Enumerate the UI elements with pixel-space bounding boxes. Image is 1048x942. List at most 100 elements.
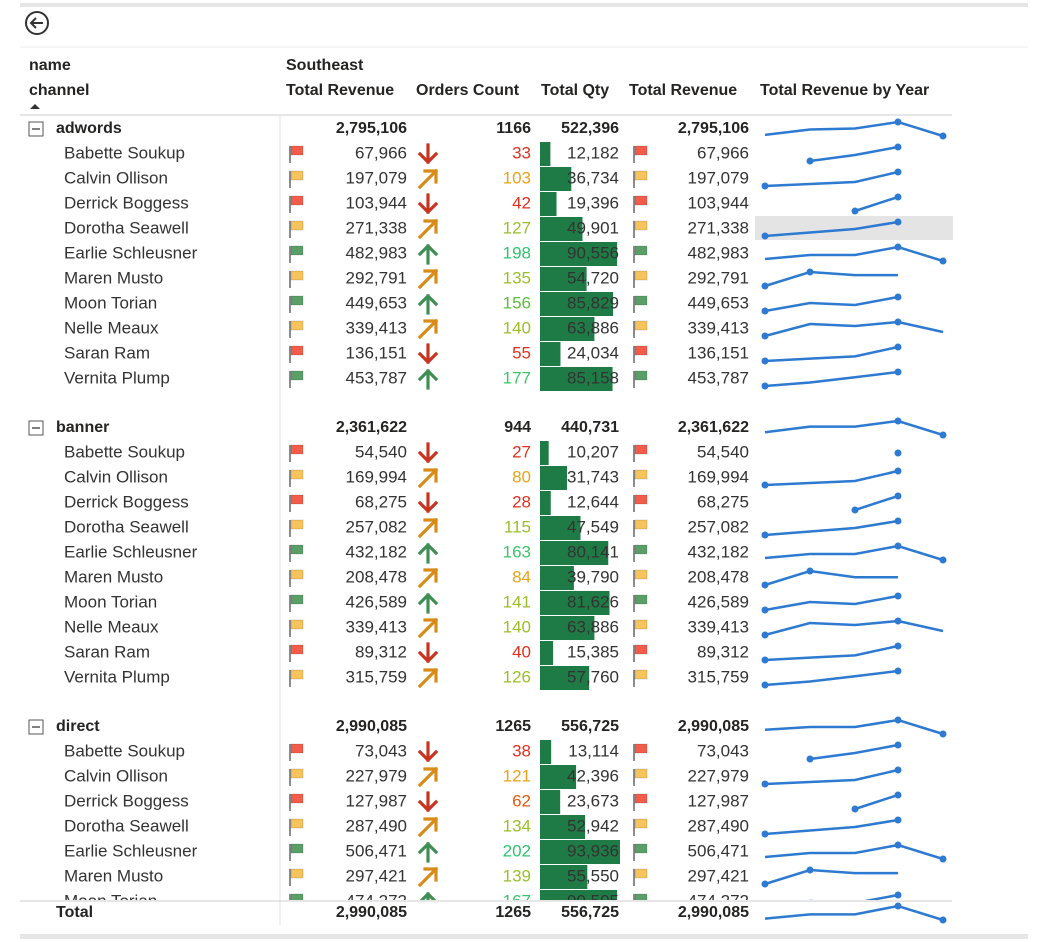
revenue: 271,338	[346, 218, 407, 237]
qty-data-bar	[540, 591, 610, 615]
person-name: Earlie Schleusner	[64, 542, 198, 561]
total-qty: 57,760	[567, 667, 619, 686]
kpi-arrow	[417, 617, 439, 639]
total-qty: 54,720	[567, 268, 619, 287]
flag-icon	[290, 370, 304, 381]
flag-icon	[290, 569, 304, 580]
sparkline-marker	[894, 243, 902, 251]
total-qty: 13,114	[568, 741, 619, 760]
flag-icon	[634, 469, 648, 480]
sparkline	[764, 270, 898, 288]
qty-data-bar	[540, 765, 577, 789]
qty-data-bar	[540, 541, 609, 565]
flag-icon	[290, 220, 304, 231]
sparkline-marker	[761, 182, 769, 190]
revenue: 297,421	[688, 866, 749, 885]
column-header[interactable]: Orders Count	[416, 82, 520, 99]
flag-icon	[634, 519, 648, 530]
sparkline-marker	[761, 282, 769, 290]
revenue: 426,589	[346, 592, 407, 611]
row-header[interactable]: channel	[29, 82, 89, 99]
revenue: 315,759	[346, 667, 407, 686]
collapse-button[interactable]	[28, 420, 44, 436]
sparkline	[764, 320, 944, 338]
flag-icon	[634, 270, 648, 281]
revenue: 169,994	[688, 467, 749, 486]
revenue: 136,151	[688, 343, 749, 362]
flag-icon	[634, 768, 648, 779]
flag-icon	[634, 818, 648, 829]
sort-indicator	[30, 104, 40, 109]
orders-count: 163	[503, 542, 531, 561]
total-qty: 81,626	[567, 592, 619, 611]
flag-icon	[290, 345, 304, 356]
flag-icon	[290, 793, 304, 804]
total-qty: 52,942	[567, 816, 619, 835]
revenue: 103,944	[688, 193, 749, 212]
sparkline-marker	[761, 357, 769, 365]
revenue: 208,478	[688, 567, 749, 586]
revenue: 227,979	[346, 766, 407, 785]
sparkline	[764, 569, 898, 587]
flag-icon	[290, 843, 304, 854]
revenue: 68,275	[697, 492, 749, 511]
sparkline-marker	[806, 157, 814, 165]
flag-icon	[290, 270, 304, 281]
sparkline-marker	[806, 866, 814, 874]
person-name: Maren Musto	[64, 866, 163, 885]
revenue: 506,471	[346, 841, 407, 860]
qty-data-bar	[540, 865, 588, 889]
flag-icon	[290, 594, 304, 605]
collapse-button[interactable]	[28, 121, 44, 137]
sparkline-marker	[894, 492, 902, 500]
flag-icon	[634, 669, 648, 680]
orders-count: 139	[503, 866, 531, 885]
person-name: Moon Torian	[64, 592, 157, 611]
sparkline-marker	[939, 730, 947, 738]
revenue: 257,082	[346, 517, 407, 536]
sparkline-marker	[894, 716, 902, 724]
kpi-arrow	[417, 343, 439, 365]
column-header[interactable]: Total Revenue	[286, 82, 394, 99]
column-header[interactable]: Total Revenue by Year	[760, 82, 929, 99]
group-label: direct	[56, 718, 100, 735]
revenue: 292,791	[688, 268, 749, 287]
qty-data-bar	[540, 616, 595, 640]
kpi-arrow	[417, 567, 439, 589]
qty-data-bar	[540, 367, 613, 391]
total-qty: 63,886	[567, 617, 619, 636]
column-header[interactable]: Total Revenue	[629, 82, 737, 99]
back-button[interactable]	[25, 11, 49, 35]
revenue: 2,990,085	[678, 904, 749, 921]
sparkline-marker	[894, 218, 902, 226]
kpi-arrow	[417, 791, 439, 813]
group-label: banner	[56, 419, 109, 436]
flag-icon	[634, 245, 648, 256]
person-name: Maren Musto	[64, 567, 163, 586]
flag-icon	[290, 743, 304, 754]
orders-count: 198	[503, 243, 531, 262]
kpi-arrow	[417, 143, 439, 165]
qty-data-bar	[540, 790, 561, 814]
revenue: 292,791	[346, 268, 407, 287]
sparkline-marker	[894, 766, 902, 774]
kpi-arrow	[417, 193, 439, 215]
flag-icon	[290, 320, 304, 331]
total-qty: 556,725	[561, 718, 619, 735]
qty-data-bar	[540, 840, 620, 864]
revenue: 474,272	[688, 891, 749, 910]
column-header[interactable]: Total Qty	[541, 82, 609, 99]
collapse-button[interactable]	[28, 719, 44, 735]
revenue: 208,478	[346, 567, 407, 586]
flag-icon	[290, 544, 304, 555]
total-qty: 42,396	[567, 766, 619, 785]
sparkline	[764, 594, 899, 612]
person-name: Babette Soukup	[64, 442, 185, 461]
top-border	[20, 3, 1028, 7]
sparkline-marker	[894, 617, 902, 625]
group-label: Total	[56, 904, 93, 921]
sparkline-marker	[894, 193, 902, 201]
qty-data-bar	[540, 267, 587, 291]
total-qty: 47,549	[567, 517, 619, 536]
sparkline-marker	[761, 481, 769, 489]
